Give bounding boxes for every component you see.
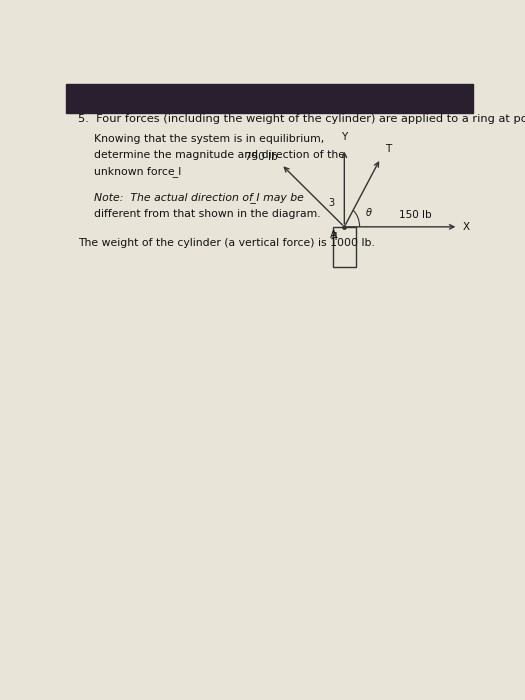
- Text: Note:  The actual direction of ̲I may be: Note: The actual direction of ̲I may be: [94, 193, 304, 203]
- Text: Knowing that the system is in equilibrium,: Knowing that the system is in equilibriu…: [94, 134, 324, 144]
- Bar: [66, 84, 472, 113]
- Text: 750 lb: 750 lb: [245, 152, 277, 162]
- Text: Y: Y: [341, 132, 348, 142]
- Text: 5.  Four forces (including the weight of the cylinder) are applied to a ring at : 5. Four forces (including the weight of …: [78, 113, 525, 124]
- Text: unknown force ̲I: unknown force ̲I: [94, 167, 182, 177]
- Text: θ: θ: [365, 208, 372, 218]
- Text: A: A: [330, 230, 337, 239]
- Bar: [333, 227, 355, 267]
- Text: 150 lb: 150 lb: [398, 210, 431, 220]
- Text: The weight of the cylinder (a vertical force) is 1000 lb.: The weight of the cylinder (a vertical f…: [78, 238, 375, 248]
- Text: 4: 4: [331, 232, 337, 242]
- Text: X: X: [463, 222, 470, 232]
- Text: different from that shown in the diagram.: different from that shown in the diagram…: [94, 209, 321, 218]
- Text: 3: 3: [328, 197, 334, 208]
- Text: T: T: [385, 144, 392, 154]
- Text: determine the magnitude and direction of the: determine the magnitude and direction of…: [94, 150, 345, 160]
